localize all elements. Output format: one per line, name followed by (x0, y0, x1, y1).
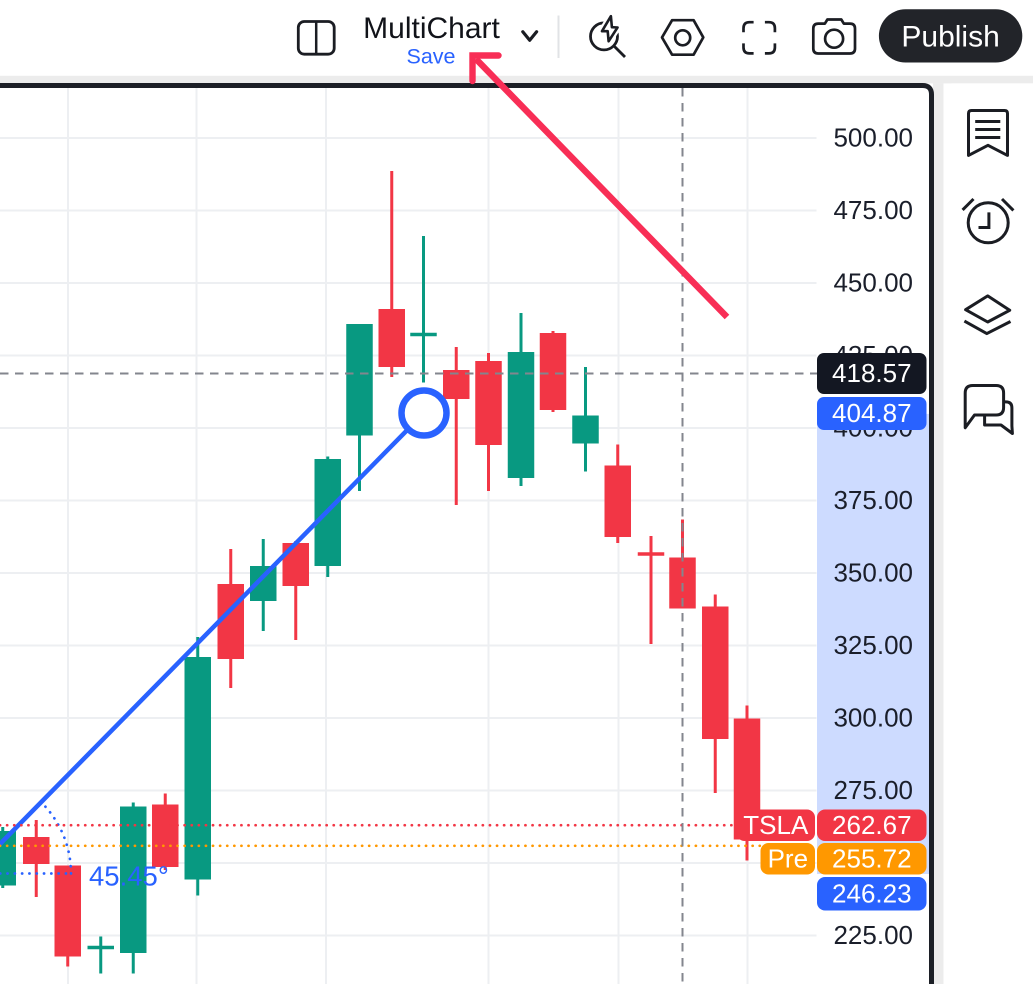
svg-text:300.00: 300.00 (833, 703, 913, 733)
svg-text:TSLA: TSLA (743, 810, 809, 840)
svg-text:Save: Save (406, 44, 455, 68)
svg-text:Publish: Publish (901, 21, 999, 54)
svg-text:418.57: 418.57 (832, 358, 912, 388)
svg-text:45.45°: 45.45° (89, 861, 169, 892)
svg-text:262.67: 262.67 (832, 810, 912, 840)
svg-text:404.87: 404.87 (832, 398, 912, 428)
svg-text:325.00: 325.00 (833, 630, 913, 660)
svg-text:Pre: Pre (768, 844, 808, 874)
svg-text:225.00: 225.00 (833, 920, 913, 950)
svg-text:450.00: 450.00 (833, 268, 913, 298)
svg-text:275.00: 275.00 (833, 775, 913, 805)
svg-text:255.72: 255.72 (832, 844, 912, 874)
svg-text:MultiChart: MultiChart (363, 12, 500, 45)
svg-text:350.00: 350.00 (833, 558, 913, 588)
svg-text:475.00: 475.00 (833, 195, 913, 225)
svg-text:246.23: 246.23 (832, 879, 912, 909)
svg-text:375.00: 375.00 (833, 485, 913, 515)
svg-text:500.00: 500.00 (833, 123, 913, 153)
